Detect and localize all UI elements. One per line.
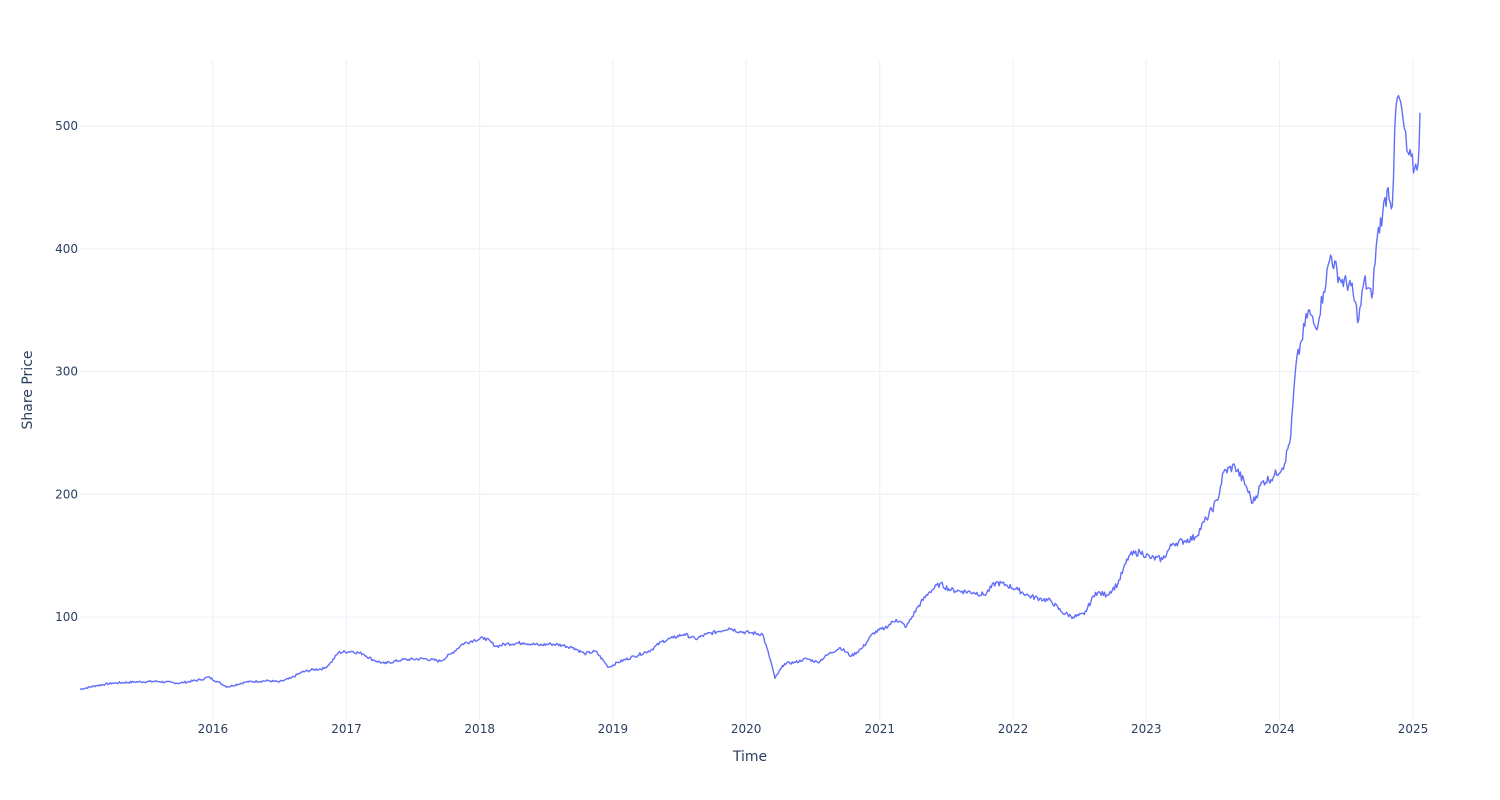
y-tick-label: 100 (55, 610, 78, 624)
x-axis-ticks: 2016 2017 2018 2019 2020 2021 2022 2023 2024 2025 (198, 722, 1429, 736)
x-tick-label: 2021 (864, 722, 895, 736)
x-tick-label: 2017 (331, 722, 362, 736)
x-tick-label: 2016 (198, 722, 229, 736)
x-tick-label: 2023 (1131, 722, 1162, 736)
price-series-line (79, 94, 1421, 690)
y-tick-label: 300 (55, 365, 78, 379)
x-tick-label: 2024 (1264, 722, 1295, 736)
y-tick-label: 500 (55, 119, 78, 133)
series-layer (79, 94, 1421, 690)
x-tick-label: 2018 (464, 722, 495, 736)
x-tick-label: 2020 (731, 722, 762, 736)
y-gridlines (80, 125, 1420, 618)
x-tick-label: 2019 (598, 722, 629, 736)
x-tick-label: 2025 (1398, 722, 1429, 736)
y-axis-title: Share Price (20, 350, 36, 429)
x-tick-label: 2022 (998, 722, 1029, 736)
x-axis-title: Time (732, 749, 767, 765)
y-tick-label: 200 (55, 487, 78, 501)
y-tick-label: 400 (55, 242, 78, 256)
y-axis-ticks: 100 200 300 400 500 (55, 119, 78, 624)
x-gridlines (212, 60, 1414, 720)
